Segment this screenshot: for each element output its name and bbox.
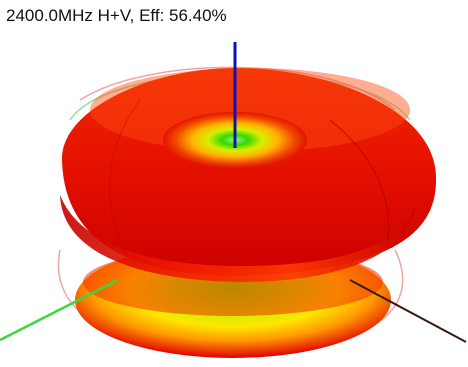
axes bbox=[0, 42, 467, 343]
pattern-caption: 2400.0MHz H+V, Eff: 56.40% bbox=[6, 6, 227, 25]
y-axis bbox=[349, 279, 467, 343]
upper-lobe bbox=[60, 68, 437, 282]
x-axis bbox=[0, 278, 119, 342]
